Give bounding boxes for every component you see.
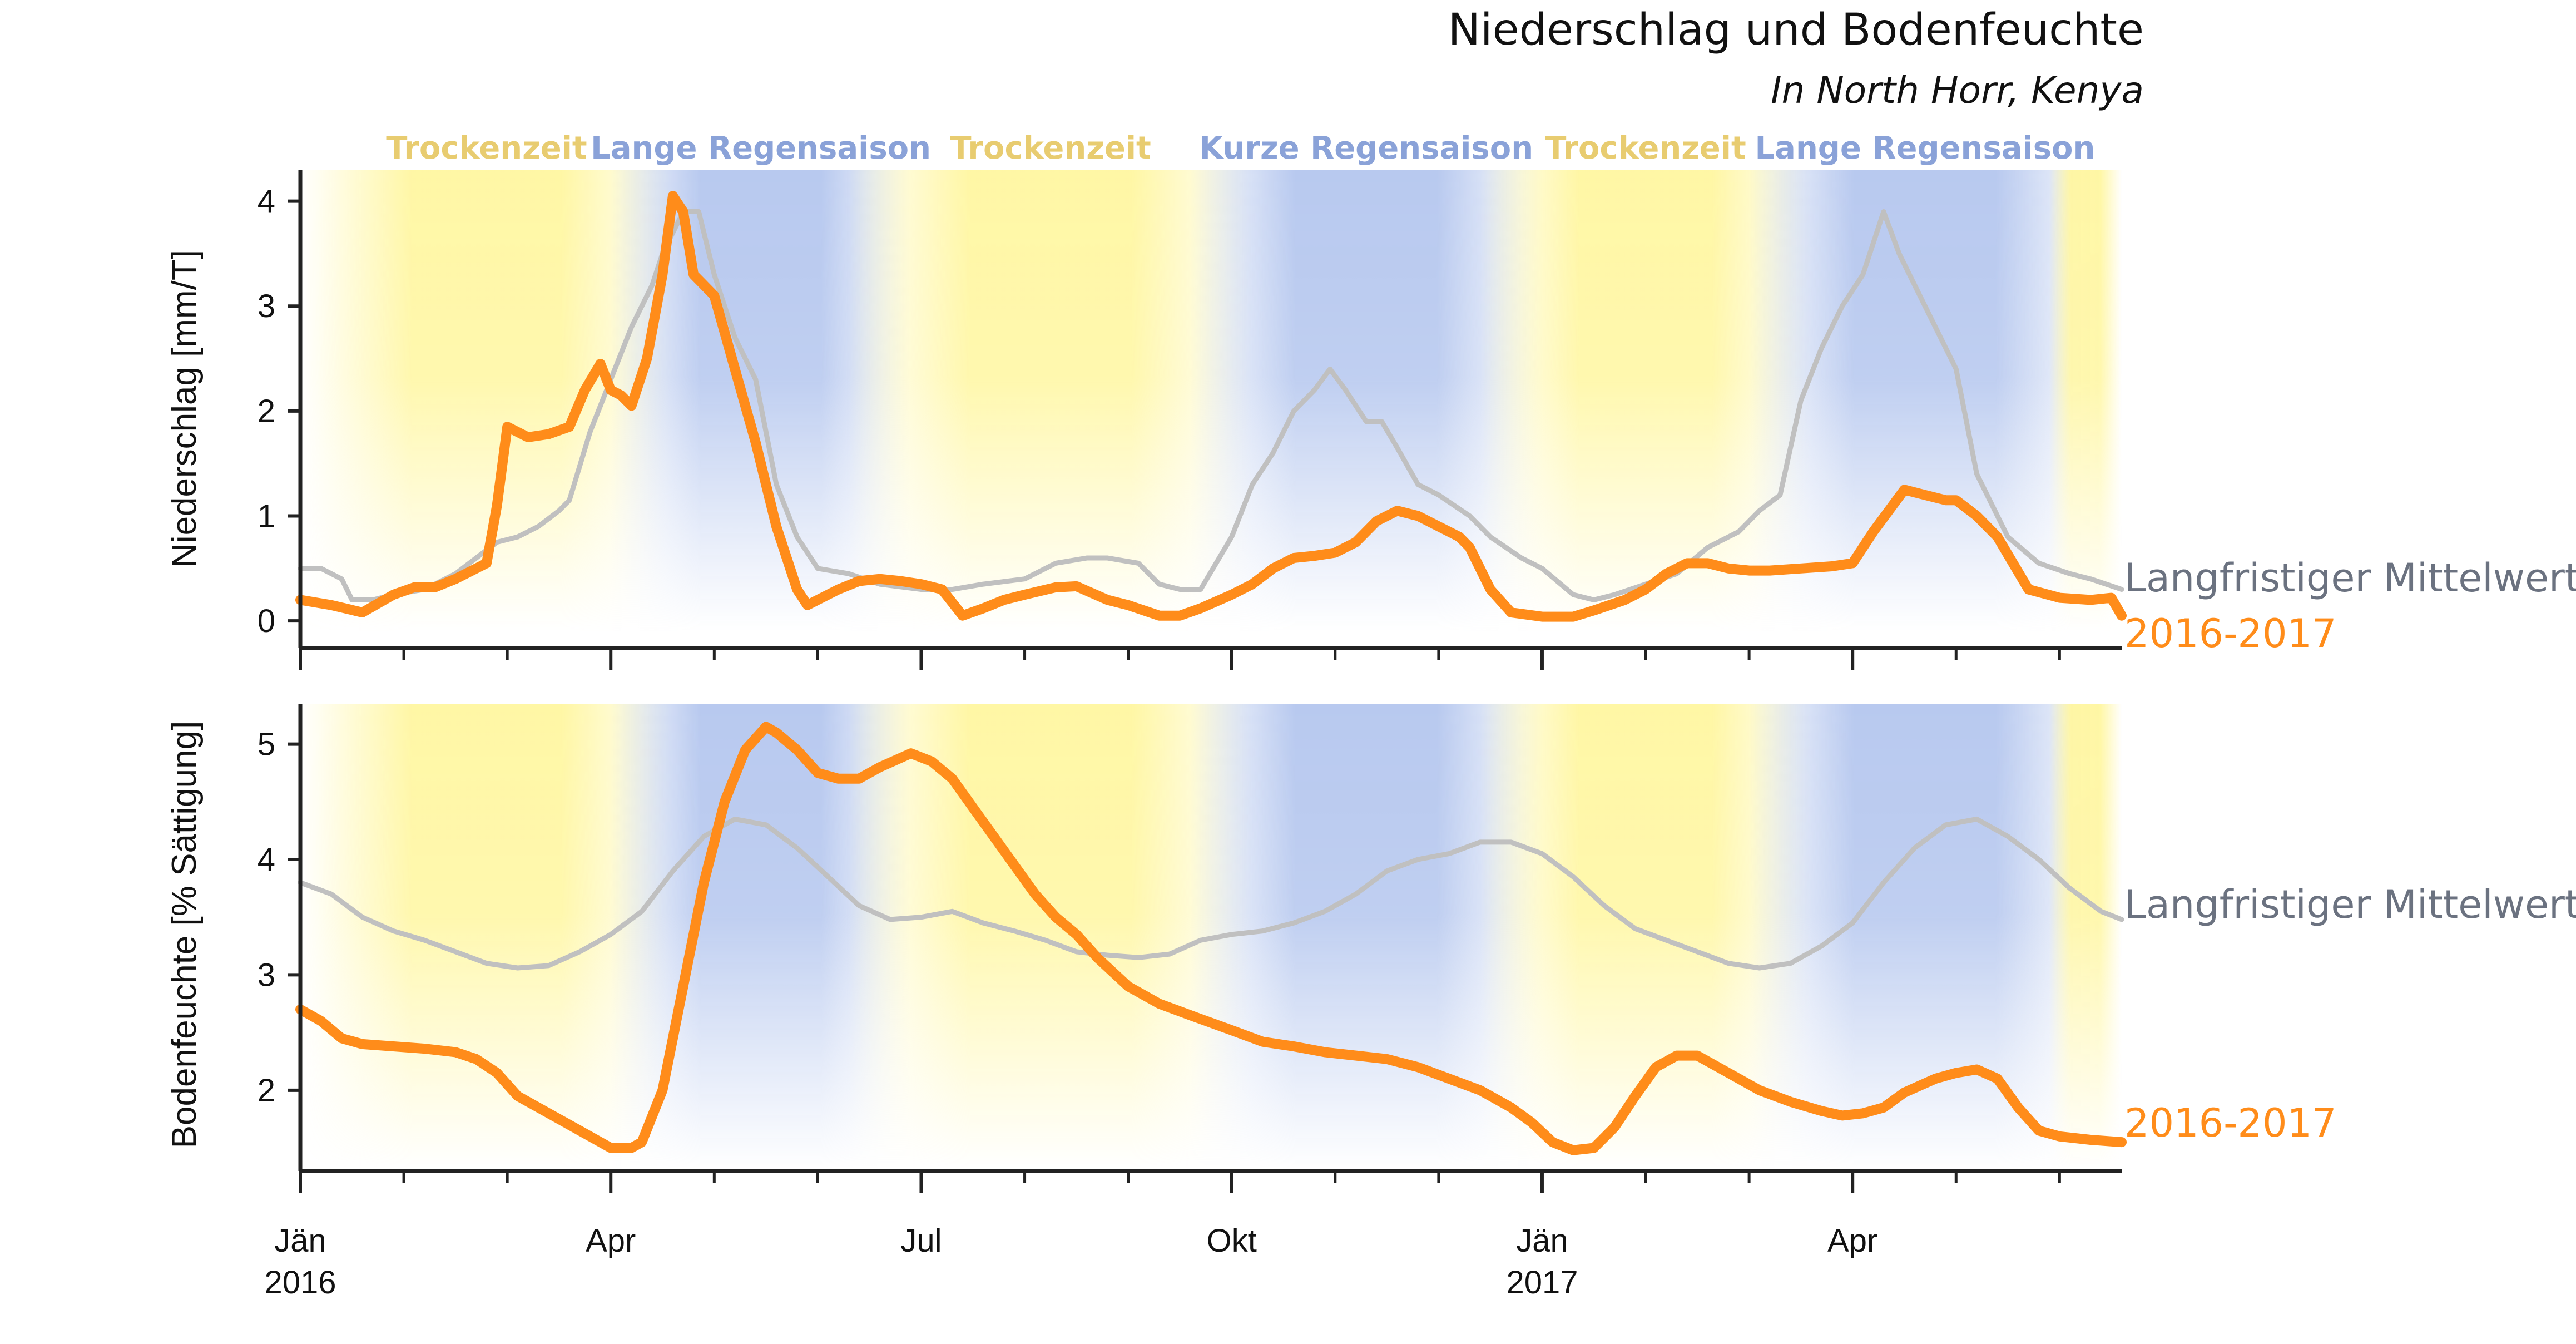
season-label: Trockenzeit xyxy=(1545,130,1746,166)
y-tick-label: 5 xyxy=(257,727,275,763)
x-tick-label: Jul xyxy=(900,1223,942,1259)
x-tick-label: Apr xyxy=(586,1223,636,1259)
longterm-series-label: Langfristiger Mittelwert xyxy=(2124,882,2576,927)
y-tick-label: 4 xyxy=(257,184,275,220)
soil-moisture-panel: 2 3 4 5 Bodenfeuchte [% Sättigung] Langfris… xyxy=(165,704,2576,1193)
longterm-series-line xyxy=(298,816,2124,971)
season-labels: Trockenzeit Lange Regensaison Trockenzeit K… xyxy=(386,130,2095,166)
axes: 0 1 2 3 4 xyxy=(257,170,2122,670)
observed-series-line xyxy=(295,722,2127,1155)
season-band xyxy=(1749,704,2101,1171)
precipitation-panel: 0 1 2 3 4 Niederschlag [mm/T] Langfristiger … xyxy=(165,170,2576,670)
longterm-series-label: Langfristiger Mittelwert xyxy=(2124,555,2576,601)
observed-series-line xyxy=(295,191,2127,622)
observed-series-label: 2016-2017 xyxy=(2124,1100,2337,1146)
longterm-series-line xyxy=(298,209,2124,602)
season-label: Lange Regensaison xyxy=(1755,130,2095,166)
series-lines xyxy=(295,191,2127,622)
season-label: Trockenzeit xyxy=(950,130,1151,166)
season-label: Trockenzeit xyxy=(386,130,587,166)
x-tick-label: Jän xyxy=(1516,1223,1568,1259)
season-band xyxy=(1749,170,2101,631)
y-tick-label: 3 xyxy=(257,957,275,993)
observed-series-label: 2016-2017 xyxy=(2124,611,2337,656)
season-band xyxy=(849,704,1252,1171)
y-tick-label: 3 xyxy=(257,288,275,324)
season-band-group xyxy=(300,170,2122,631)
y-tick-label: 2 xyxy=(257,393,275,429)
axes: 2 3 4 5 xyxy=(257,704,2122,1193)
y-tick-label: 1 xyxy=(257,498,275,535)
x-axis-tick-labels: Jän 2016 Apr Jul Okt Jän 2017 Apr xyxy=(264,1223,1877,1301)
chart-subtitle: In North Horr, Kenya xyxy=(1771,69,2144,112)
season-band xyxy=(2049,170,2122,631)
chart-title: Niederschlag und Bodenfeuchte xyxy=(1448,5,2144,55)
y-axis-label: Niederschlag [mm/T] xyxy=(165,250,204,568)
y-axis-label: Bodenfeuchte [% Sättigung] xyxy=(165,721,204,1149)
season-bands xyxy=(300,170,2122,631)
series-lines xyxy=(295,722,2127,1155)
x-tick-label: Apr xyxy=(1827,1223,1877,1259)
x-tick-year-label: 2017 xyxy=(1506,1264,1578,1301)
x-tick-label: Jän xyxy=(274,1223,326,1259)
y-tick-label: 2 xyxy=(257,1073,275,1109)
y-tick-label: 0 xyxy=(257,603,275,639)
season-label: Kurze Regensaison xyxy=(1199,130,1533,166)
x-tick-label: Okt xyxy=(1207,1223,1257,1259)
x-tick-year-label: 2016 xyxy=(264,1264,336,1301)
season-label: Lange Regensaison xyxy=(591,130,931,166)
y-tick-label: 4 xyxy=(257,842,275,878)
season-band xyxy=(2049,704,2122,1171)
season-band xyxy=(849,170,1252,631)
